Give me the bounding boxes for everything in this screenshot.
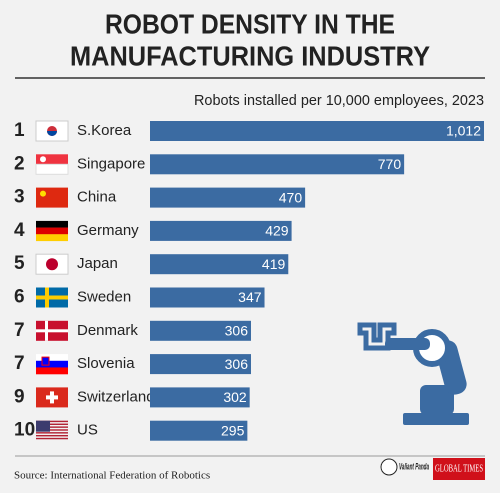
f bbox=[36, 360, 68, 368]
rank: 9 bbox=[14, 386, 25, 407]
f bbox=[36, 295, 68, 300]
rank: 2 bbox=[14, 153, 25, 174]
chart-title: ROBOT DENSITY IN THE bbox=[105, 8, 395, 39]
value-label: 306 bbox=[225, 323, 249, 339]
f bbox=[36, 234, 68, 242]
logo-text: GLOBAL TIMES bbox=[435, 463, 483, 474]
value-label: 306 bbox=[225, 356, 249, 372]
f bbox=[36, 437, 68, 440]
f bbox=[36, 354, 68, 361]
flag bbox=[36, 354, 68, 375]
rank: 7 bbox=[14, 353, 25, 374]
f bbox=[47, 131, 57, 136]
flag bbox=[35, 253, 69, 275]
f bbox=[36, 432, 68, 434]
value-label: 295 bbox=[221, 422, 245, 438]
f bbox=[41, 356, 50, 366]
f bbox=[40, 190, 46, 197]
category-label: S.Korea bbox=[77, 122, 132, 139]
rank: 6 bbox=[14, 287, 25, 308]
category-label: US bbox=[77, 422, 98, 439]
value-label: 770 bbox=[378, 156, 402, 172]
rank: 7 bbox=[14, 320, 25, 341]
value-label: 302 bbox=[223, 389, 247, 405]
f bbox=[46, 395, 58, 400]
flag bbox=[36, 320, 68, 341]
f bbox=[36, 429, 68, 431]
rank: 10 bbox=[14, 420, 35, 441]
f bbox=[36, 154, 68, 165]
category-label: China bbox=[77, 189, 117, 206]
bar bbox=[150, 187, 306, 208]
flag bbox=[36, 287, 68, 308]
robot-illustration bbox=[357, 322, 469, 425]
f bbox=[36, 187, 68, 208]
rank: 1 bbox=[14, 120, 25, 141]
bar bbox=[150, 320, 251, 341]
rank: 4 bbox=[14, 220, 25, 241]
value-label: 470 bbox=[279, 189, 303, 205]
flag bbox=[36, 420, 68, 440]
category-label: Japan bbox=[77, 255, 118, 272]
category-label: Slovenia bbox=[77, 355, 135, 372]
bar bbox=[150, 387, 250, 408]
f bbox=[36, 329, 68, 333]
bar bbox=[150, 254, 289, 275]
flag bbox=[36, 387, 68, 408]
f bbox=[46, 258, 58, 271]
subtitle: Robots installed per 10,000 employees, 2… bbox=[194, 92, 484, 109]
f bbox=[36, 420, 68, 423]
bar bbox=[150, 220, 292, 241]
f bbox=[36, 367, 68, 375]
source: Source: International Federation of Robo… bbox=[14, 470, 210, 482]
f bbox=[40, 156, 46, 163]
f bbox=[36, 220, 68, 228]
f bbox=[36, 423, 68, 425]
category-label: Denmark bbox=[77, 322, 138, 339]
logo bbox=[380, 458, 485, 480]
f bbox=[35, 163, 69, 175]
rank: 5 bbox=[14, 253, 25, 274]
bar bbox=[150, 354, 251, 375]
chart-title: MANUFACTURING INDUSTRY bbox=[70, 40, 430, 71]
value-label: 429 bbox=[265, 223, 289, 239]
category-label: Singapore bbox=[77, 155, 145, 172]
f bbox=[36, 434, 68, 437]
bar bbox=[150, 121, 484, 141]
category-label: Sweden bbox=[77, 288, 131, 305]
flag bbox=[35, 154, 69, 175]
value-label: 1,012 bbox=[446, 123, 481, 139]
f bbox=[36, 420, 50, 432]
flag bbox=[36, 187, 68, 208]
flag bbox=[36, 220, 68, 242]
value-label: 419 bbox=[262, 256, 286, 272]
value-label: 347 bbox=[238, 289, 262, 305]
rank: 3 bbox=[14, 187, 25, 208]
bar bbox=[150, 154, 405, 175]
bar bbox=[150, 420, 248, 441]
category-label: Switzerland bbox=[77, 388, 155, 405]
f bbox=[36, 426, 68, 428]
flag bbox=[35, 120, 69, 142]
logo-text: Valiant Panda bbox=[399, 461, 429, 471]
category-label: Germany bbox=[77, 222, 139, 239]
f bbox=[36, 227, 68, 235]
bar bbox=[150, 287, 265, 308]
